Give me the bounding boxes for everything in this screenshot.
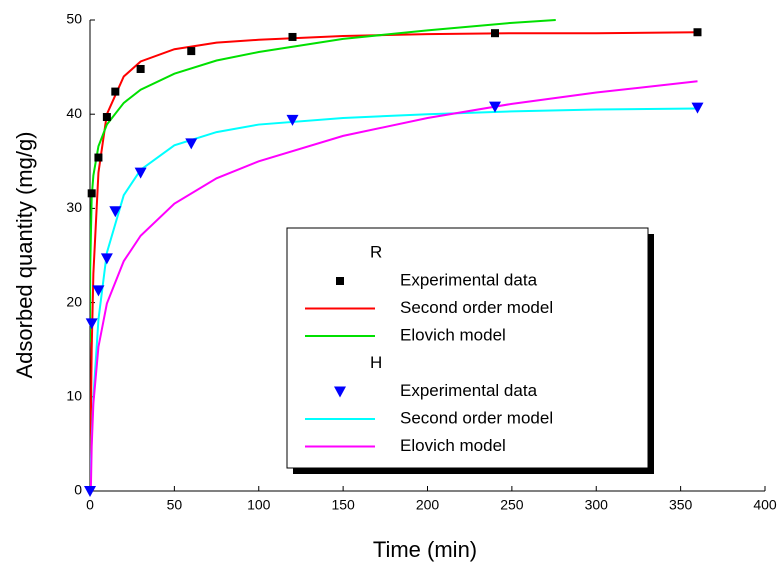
data-point [134,167,147,179]
y-tick-label: 50 [66,11,82,27]
data-point [109,206,122,218]
y-tick-label: 10 [66,388,82,404]
data-point [87,189,96,198]
model-line [90,31,698,491]
data-point [491,29,499,38]
x-axis-label: Time (min) [373,537,477,562]
data-point [85,318,98,330]
data-point [187,47,196,56]
data-point [286,114,299,126]
y-tick-label: 30 [66,199,82,215]
data-point [111,87,120,96]
legend-group-title: R [370,242,382,261]
legend-label: Second order model [400,298,553,317]
x-tick-label: 400 [753,497,777,513]
data-point [691,102,704,114]
y-tick-label: 0 [74,482,82,498]
legend-group-title: H [370,353,382,372]
legend-label: Experimental data [400,270,538,289]
y-axis-label: Adsorbed quantity (mg/g) [12,131,37,378]
model-line [90,80,698,491]
data-point [489,101,501,113]
legend-marker [336,277,344,285]
data-point [92,285,105,297]
data-point [100,253,113,265]
data-point [185,138,198,150]
data-point [136,64,145,73]
data-point [102,113,111,122]
legend-label: Second order model [400,408,553,427]
x-tick-label: 300 [585,497,609,513]
x-tick-label: 250 [500,497,524,513]
y-tick-label: 40 [66,105,82,121]
data-point [84,486,96,497]
data-point [94,153,103,162]
y-tick-label: 20 [66,293,82,309]
legend-marker [334,386,346,398]
model-line [90,107,698,491]
x-tick-label: 350 [669,497,693,513]
x-tick-label: 200 [416,497,440,513]
legend-label: Experimental data [400,381,538,400]
x-tick-label: 50 [167,497,183,513]
legend-label: Elovich model [400,325,506,344]
data-point [288,32,297,41]
legend [286,227,649,469]
data-point [693,28,702,37]
x-tick-label: 100 [247,497,271,513]
x-tick-label: 0 [86,497,94,513]
x-tick-label: 150 [331,497,355,513]
legend-label: Elovich model [400,436,506,455]
